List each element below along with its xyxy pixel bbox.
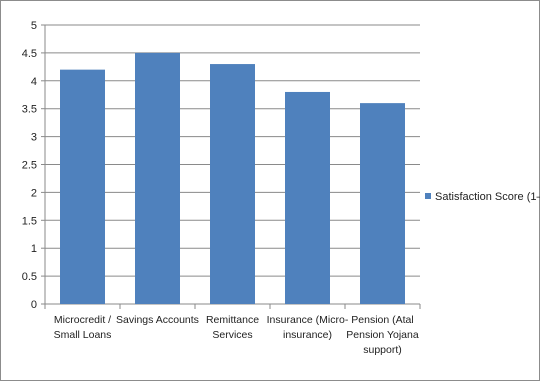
x-category-label: Pension (Atal Pension Yojana support) — [346, 314, 419, 356]
y-tick-label: 0.5 — [22, 271, 37, 283]
bar — [210, 64, 255, 304]
x-category-label: Savings Accounts — [116, 314, 199, 326]
x-category-label: Remittance Services — [206, 314, 259, 341]
legend-swatch — [425, 193, 431, 199]
legend-label: Satisfaction Score (1–5) — [435, 191, 540, 203]
x-axis: Microcredit / Small Loans Savings Accounts… — [44, 303, 421, 356]
y-tick-label: 5 — [31, 20, 37, 32]
bars — [60, 52, 405, 305]
bar — [135, 52, 180, 305]
y-tick-label: 2.5 — [22, 160, 37, 172]
bar — [285, 91, 330, 305]
y-tick-label: 4 — [31, 76, 37, 88]
y-tick-label: 4.5 — [22, 48, 37, 60]
y-tick-label: 1 — [31, 243, 37, 255]
y-tick-label: 0 — [31, 299, 37, 311]
y-tick-label: 3.5 — [22, 104, 37, 116]
y-tick-label: 2 — [31, 187, 37, 199]
y-tick-label: 3 — [31, 132, 37, 144]
legend: Satisfaction Score (1–5) — [425, 191, 540, 203]
y-tick-label: 1.5 — [22, 215, 37, 227]
x-category-label: Microcredit / Small Loans — [54, 314, 112, 341]
bar — [360, 103, 405, 305]
bar — [60, 69, 105, 304]
y-axis: 0 0.5 1 1.5 2 2.5 3 3.5 4 4.5 5 — [22, 20, 46, 311]
x-category-label: Insurance (Micro-insurance) — [267, 314, 349, 341]
